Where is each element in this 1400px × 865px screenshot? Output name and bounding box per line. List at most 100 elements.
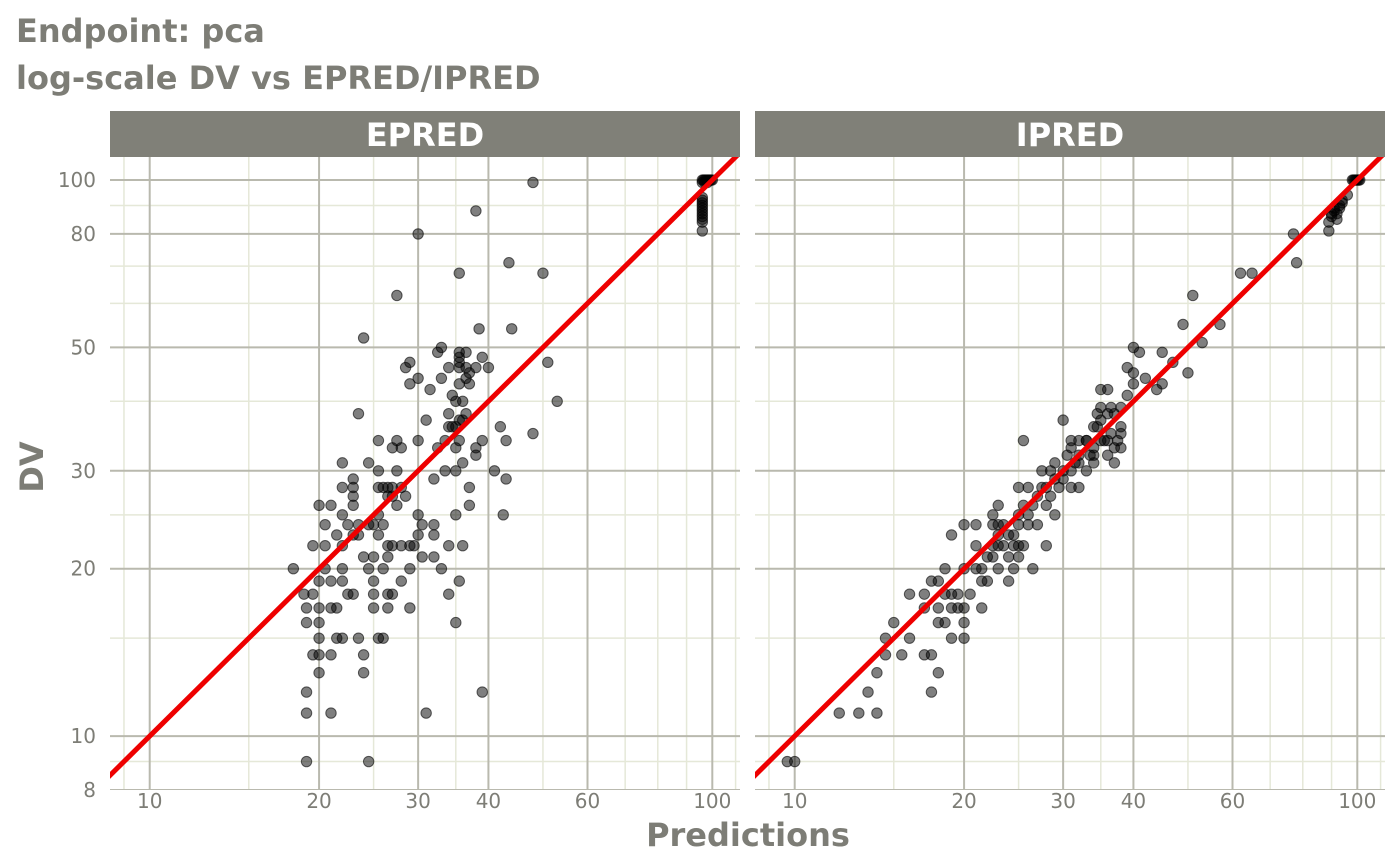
data-point (336, 632, 349, 644)
data-point (932, 575, 945, 587)
data-point (453, 575, 465, 587)
data-point (1040, 539, 1052, 552)
data-point (435, 372, 448, 384)
data-point (896, 649, 908, 661)
data-point (357, 667, 370, 679)
data-point (1049, 509, 1061, 521)
data-point (888, 616, 900, 629)
data-point (300, 707, 313, 719)
data-point (453, 267, 465, 279)
data-point (435, 563, 448, 575)
data-point (395, 442, 407, 454)
data-point (420, 707, 432, 719)
data-point (1115, 442, 1127, 454)
data-point (287, 563, 300, 575)
data-point (476, 686, 488, 698)
data-point (357, 551, 370, 563)
data-point (551, 395, 563, 408)
x-tick-label: 100 (1338, 789, 1376, 813)
y-axis-label: DV (13, 441, 51, 493)
data-point (958, 632, 970, 644)
data-point (391, 499, 403, 512)
data-point (1177, 318, 1189, 331)
data-point (404, 602, 416, 614)
data-point (443, 588, 455, 600)
data-point (482, 361, 495, 374)
data-point (1246, 267, 1258, 279)
data-point (382, 602, 394, 614)
data-point (336, 457, 349, 469)
data-point (939, 616, 951, 629)
x-tick-label: 30 (1050, 789, 1075, 813)
data-point (391, 289, 403, 302)
data-point (1031, 518, 1044, 531)
x-tick-label: 100 (693, 789, 731, 813)
data-point (300, 686, 313, 698)
data-point (473, 323, 485, 335)
data-point (325, 649, 337, 661)
data-point (527, 427, 539, 440)
data-point (456, 395, 469, 408)
data-point (443, 539, 455, 552)
x-tick-label: 60 (1220, 789, 1245, 813)
data-point (527, 176, 539, 189)
y-tick-label: 20 (71, 557, 96, 581)
data-point (377, 518, 389, 531)
data-point (325, 575, 337, 587)
data-point (1127, 378, 1140, 390)
data-point (1049, 457, 1061, 469)
data-point (958, 602, 970, 614)
data-point (325, 707, 337, 719)
data-point (992, 563, 1004, 575)
data-point (981, 575, 994, 587)
y-tick-label: 80 (71, 222, 96, 246)
data-point (932, 602, 945, 614)
plot-area (755, 157, 1385, 790)
data-point (976, 602, 988, 614)
x-axis-label: Predictions (646, 816, 850, 854)
y-tick-label: 50 (71, 335, 96, 359)
data-point (696, 216, 709, 228)
x-tick-label: 10 (137, 789, 162, 813)
x-tick-label: 10 (782, 789, 807, 813)
data-point (958, 616, 970, 629)
data-point (325, 499, 337, 512)
data-point (443, 361, 455, 374)
data-point (412, 434, 424, 447)
x-tick-label: 20 (951, 789, 976, 813)
data-point (450, 465, 462, 477)
x-tick-label: 20 (306, 789, 331, 813)
data-point (1057, 414, 1069, 426)
data-point (494, 421, 507, 433)
data-point (1290, 257, 1303, 269)
data-point (1196, 336, 1208, 349)
data-point (476, 434, 488, 447)
data-point (497, 509, 509, 521)
data-point (1108, 457, 1121, 469)
data-point (1040, 499, 1052, 512)
data-point (453, 434, 465, 447)
data-point (997, 539, 1010, 552)
data-point (450, 616, 462, 629)
data-point (319, 539, 331, 552)
data-point (404, 563, 416, 575)
data-point (932, 667, 945, 679)
data-point (300, 602, 313, 614)
data-point (503, 257, 515, 269)
data-point (470, 361, 482, 374)
data-point (925, 649, 938, 661)
data-point (925, 686, 938, 698)
y-tick-label: 10 (71, 724, 96, 748)
data-point (1095, 414, 1107, 426)
data-point (313, 499, 325, 512)
panels-layer: EPRED 10 20 30 40 60 100 8 10 20 30 50 80 100 IPRED 10 2… (58, 111, 1385, 813)
data-point (1065, 442, 1077, 454)
data-point (336, 509, 349, 521)
panel-epred: EPRED 10 20 30 40 60 100 8 10 20 30 50 80 100 (58, 111, 740, 813)
data-point (313, 649, 325, 661)
data-point (970, 518, 982, 531)
data-point (460, 407, 472, 420)
x-tick-label: 60 (575, 789, 600, 813)
data-point (347, 499, 359, 512)
